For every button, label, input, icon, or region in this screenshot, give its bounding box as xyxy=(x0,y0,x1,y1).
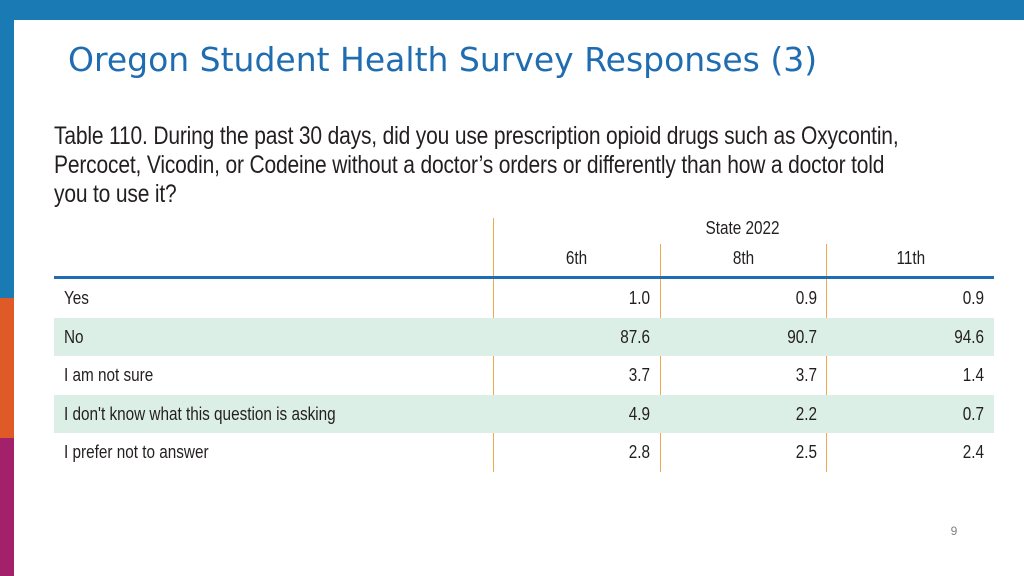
column-header-text: 11th xyxy=(896,248,925,268)
column-header-text: 8th xyxy=(732,248,755,268)
stripe-segment-magenta xyxy=(0,438,14,576)
cell-value: 4.9 xyxy=(628,403,650,424)
cell-value: 0.7 xyxy=(962,403,984,424)
cell-value: 2.4 xyxy=(962,442,984,462)
column-header-6th: 6th xyxy=(494,248,660,270)
page-number: 9 xyxy=(950,524,958,538)
cell-value: 87.6 xyxy=(620,326,650,347)
table-body: Yes 1.0 0.9 0.9 No 87.6 90.7 94.6 I am n… xyxy=(54,279,994,472)
row-label: I don't know what this question is askin… xyxy=(64,403,336,424)
column-header-11th: 11th xyxy=(827,248,994,270)
cell-value: 90.7 xyxy=(787,326,817,347)
column-header-8th: 8th xyxy=(661,248,826,270)
caption-line: Percocet, Vicodin, or Codeine without a … xyxy=(54,151,885,179)
cell-value: 1.4 xyxy=(962,365,984,385)
slide-title: Oregon Student Health Survey Responses (… xyxy=(68,40,818,79)
row-label: I am not sure xyxy=(64,365,154,385)
cell-value: 0.9 xyxy=(795,288,817,308)
caption-line: Table 110. During the past 30 days, did … xyxy=(54,122,899,150)
table-row: No 87.6 90.7 94.6 xyxy=(54,317,994,356)
stripe-segment-blue xyxy=(0,20,14,160)
side-color-stripe xyxy=(0,20,14,576)
survey-table: State 2022 6th 8th 11th Yes 1.0 0.9 0.9 … xyxy=(54,218,994,472)
cell-value: 2.5 xyxy=(795,442,817,462)
group-header: State 2022 xyxy=(660,218,826,240)
row-label: I prefer not to answer xyxy=(64,442,209,462)
cell-value: 3.7 xyxy=(628,365,650,385)
top-accent-bar xyxy=(0,0,1024,20)
header-rule xyxy=(54,276,994,279)
cell-value: 94.6 xyxy=(954,326,984,347)
caption-line: you to use it? xyxy=(54,180,177,208)
column-divider xyxy=(826,244,827,472)
column-header-text: 6th xyxy=(566,248,588,268)
table-caption: Table 110. During the past 30 days, did … xyxy=(54,122,899,209)
table-row: I prefer not to answer 2.8 2.5 2.4 xyxy=(54,433,994,472)
table-row: I don't know what this question is askin… xyxy=(54,394,994,433)
cell-value: 2.8 xyxy=(628,442,650,462)
stripe-segment-orange xyxy=(0,298,14,438)
column-divider xyxy=(660,244,661,472)
table-row: Yes 1.0 0.9 0.9 xyxy=(54,279,994,318)
row-label: Yes xyxy=(64,288,89,308)
cell-value: 1.0 xyxy=(628,288,650,308)
group-header-text: State 2022 xyxy=(705,218,781,238)
table-row: I am not sure 3.7 3.7 1.4 xyxy=(54,356,994,395)
cell-value: 3.7 xyxy=(795,365,817,385)
row-label: No xyxy=(64,326,84,347)
cell-value: 2.2 xyxy=(795,403,817,424)
cell-value: 0.9 xyxy=(962,288,984,308)
stripe-segment-blue-2 xyxy=(0,160,14,298)
